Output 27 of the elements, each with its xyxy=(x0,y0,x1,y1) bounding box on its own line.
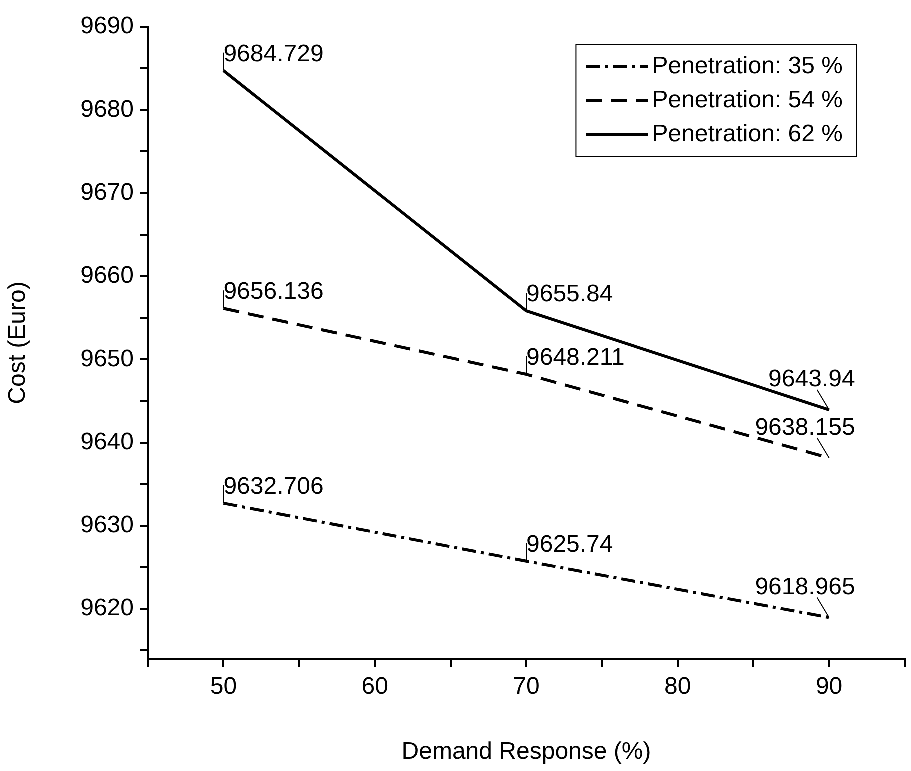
x-tick-label: 60 xyxy=(362,673,388,700)
x-tick-label: 50 xyxy=(210,673,238,700)
x-tick-label: 90 xyxy=(816,673,843,700)
data-label: 9655.84 xyxy=(526,280,614,308)
y-tick-label: 9670 xyxy=(80,178,134,206)
legend-label: Penetration: 35 % xyxy=(652,52,844,80)
data-label: 9638.155 xyxy=(755,414,856,441)
data-label: 9684.729 xyxy=(224,40,324,68)
y-tick-label: 9620 xyxy=(80,594,134,622)
data-label: 9648.211 xyxy=(526,344,625,372)
y-tick-label: 9650 xyxy=(80,345,134,372)
y-axis-title: Cost (Euro) xyxy=(4,282,32,404)
data-label: 9625.74 xyxy=(526,531,614,558)
data-label: 9656.136 xyxy=(224,278,324,306)
y-tick-label: 9660 xyxy=(80,262,134,290)
y-tick-label: 9640 xyxy=(80,428,134,456)
data-label: 9643.94 xyxy=(768,366,856,393)
legend-label: Penetration: 54 % xyxy=(652,86,844,114)
x-tick-label: 80 xyxy=(664,673,692,700)
y-tick-label: 9690 xyxy=(80,12,134,40)
x-axis-title: Demand Response (%) xyxy=(402,738,652,766)
x-tick-label: 70 xyxy=(513,673,540,700)
y-tick-label: 9630 xyxy=(80,512,134,539)
data-label: 9632.706 xyxy=(224,473,324,500)
legend-label: Penetration: 62 % xyxy=(652,120,844,148)
data-label: 9618.965 xyxy=(755,573,856,600)
y-tick-label: 9680 xyxy=(80,96,134,123)
